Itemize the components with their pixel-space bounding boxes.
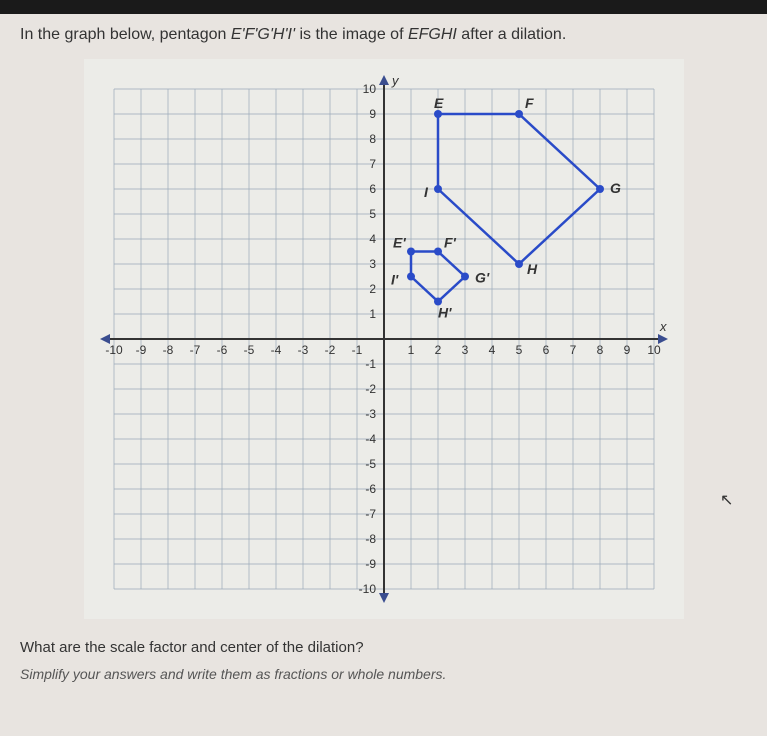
question-text: In the graph below, pentagon E'F'G'H'I' … bbox=[20, 26, 747, 44]
svg-text:-5: -5 bbox=[243, 343, 254, 357]
preimage-pentagon-name: EFGHI bbox=[408, 26, 457, 43]
svg-text:2: 2 bbox=[369, 282, 376, 296]
svg-text:7: 7 bbox=[369, 157, 376, 171]
svg-text:-1: -1 bbox=[351, 343, 362, 357]
question-2: What are the scale factor and center of … bbox=[20, 639, 747, 656]
q-mid: is the image of bbox=[295, 26, 408, 43]
svg-text:F: F bbox=[525, 95, 534, 111]
svg-text:-1: -1 bbox=[365, 357, 376, 371]
svg-text:4: 4 bbox=[369, 232, 376, 246]
coordinate-plane: -10 -9 -8 -7 -6 -5 -4 -3 -2 -1 1 2 3 4 5 6 7 8 9 10 1 2 3 4 5 6 7 8… bbox=[84, 59, 684, 619]
svg-text:2: 2 bbox=[434, 343, 441, 357]
image-pentagon-name: E'F'G'H'I' bbox=[231, 26, 295, 43]
svg-text:9: 9 bbox=[623, 343, 630, 357]
svg-text:9: 9 bbox=[369, 107, 376, 121]
cursor-icon: ↖ bbox=[720, 490, 733, 510]
content: In the graph below, pentagon E'F'G'H'I' … bbox=[0, 14, 767, 694]
q-prefix: In the graph below, pentagon bbox=[20, 26, 231, 43]
svg-text:E': E' bbox=[393, 235, 406, 251]
svg-text:G': G' bbox=[475, 270, 490, 286]
svg-text:8: 8 bbox=[596, 343, 603, 357]
svg-text:10: 10 bbox=[362, 82, 376, 96]
svg-text:x: x bbox=[659, 319, 667, 334]
svg-text:6: 6 bbox=[369, 182, 376, 196]
svg-text:3: 3 bbox=[461, 343, 468, 357]
svg-text:H': H' bbox=[438, 305, 452, 321]
svg-text:7: 7 bbox=[569, 343, 576, 357]
svg-text:-4: -4 bbox=[270, 343, 281, 357]
svg-text:-10: -10 bbox=[105, 343, 123, 357]
svg-text:-4: -4 bbox=[365, 432, 376, 446]
svg-text:-6: -6 bbox=[216, 343, 227, 357]
svg-text:-7: -7 bbox=[189, 343, 200, 357]
svg-text:F': F' bbox=[444, 235, 457, 251]
svg-text:5: 5 bbox=[369, 207, 376, 221]
svg-text:5: 5 bbox=[515, 343, 522, 357]
svg-text:1: 1 bbox=[407, 343, 414, 357]
svg-text:-6: -6 bbox=[365, 482, 376, 496]
svg-text:1: 1 bbox=[369, 307, 376, 321]
svg-text:-7: -7 bbox=[365, 507, 376, 521]
svg-text:-3: -3 bbox=[365, 407, 376, 421]
svg-text:3: 3 bbox=[369, 257, 376, 271]
svg-text:-5: -5 bbox=[365, 457, 376, 471]
svg-text:E: E bbox=[434, 95, 444, 111]
svg-text:-2: -2 bbox=[324, 343, 335, 357]
q-suffix: after a dilation. bbox=[457, 26, 566, 43]
svg-text:-8: -8 bbox=[365, 532, 376, 546]
svg-text:I': I' bbox=[391, 272, 399, 288]
svg-text:-9: -9 bbox=[365, 557, 376, 571]
svg-text:-2: -2 bbox=[365, 382, 376, 396]
svg-text:-3: -3 bbox=[297, 343, 308, 357]
graph-container: -10 -9 -8 -7 -6 -5 -4 -3 -2 -1 1 2 3 4 5 6 7 8 9 10 1 2 3 4 5 6 7 8… bbox=[20, 59, 747, 619]
svg-text:4: 4 bbox=[488, 343, 495, 357]
svg-text:G: G bbox=[610, 180, 621, 196]
svg-text:8: 8 bbox=[369, 132, 376, 146]
svg-text:-9: -9 bbox=[135, 343, 146, 357]
top-bar bbox=[0, 0, 767, 14]
svg-text:H: H bbox=[527, 261, 538, 277]
svg-text:10: 10 bbox=[647, 343, 661, 357]
instruction-text: Simplify your answers and write them as … bbox=[20, 666, 747, 682]
svg-text:6: 6 bbox=[542, 343, 549, 357]
svg-text:-8: -8 bbox=[162, 343, 173, 357]
svg-text:-10: -10 bbox=[358, 582, 376, 596]
